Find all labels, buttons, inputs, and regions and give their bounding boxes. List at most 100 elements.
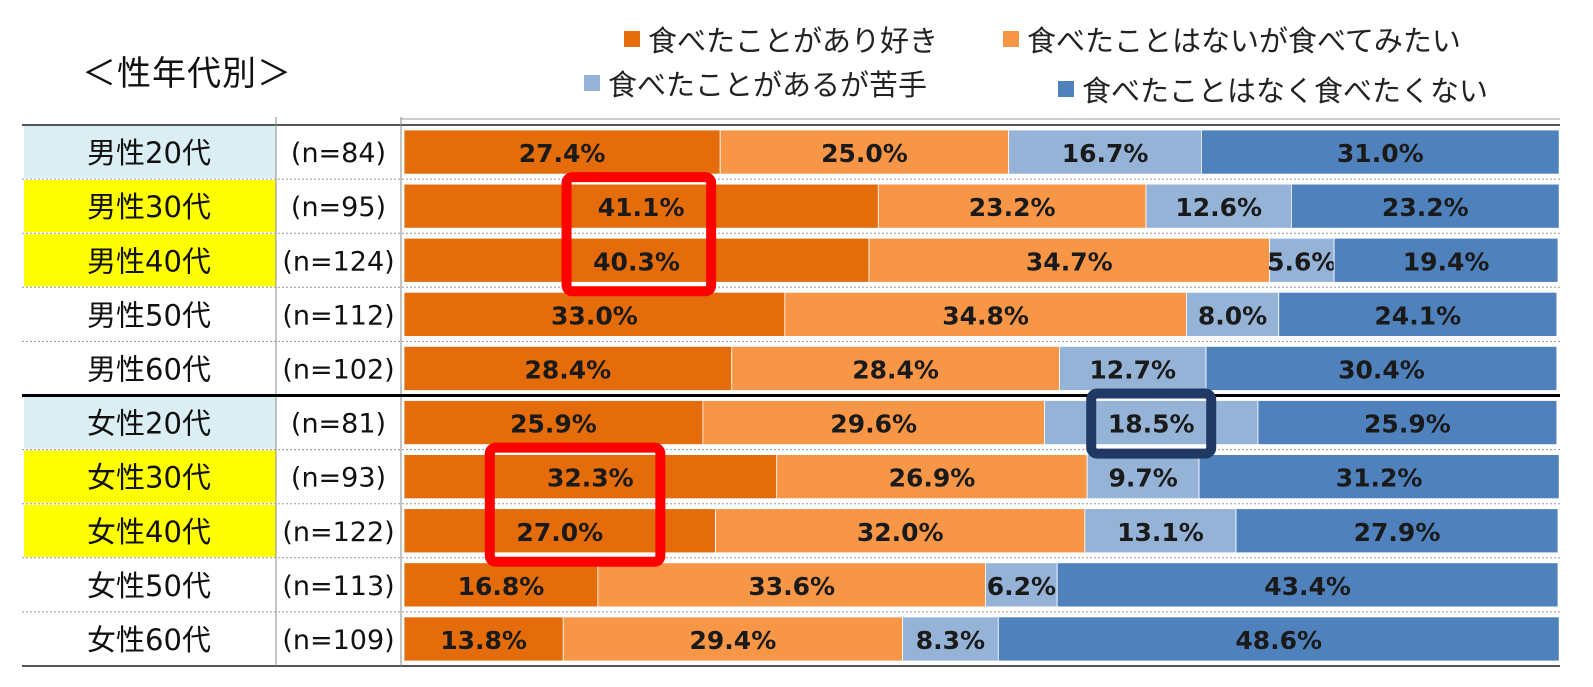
row-label: 男性40代 — [87, 244, 211, 278]
data-label: 27.0% — [516, 518, 603, 547]
row-label-bg — [24, 396, 276, 449]
legend-label: 食べたことはないが食べてみたい — [1027, 24, 1461, 58]
highlight-box — [484, 442, 666, 567]
row-sample-size: (n=102) — [282, 354, 394, 385]
bar-segment — [731, 345, 1060, 391]
bar-segment — [1059, 345, 1207, 391]
legend-swatch-icon — [584, 75, 600, 91]
data-label: 28.4% — [525, 355, 612, 384]
row-label-bg — [24, 180, 276, 233]
row-label-bg — [24, 342, 276, 395]
bar-segment — [902, 616, 999, 662]
legend-item-not-want: 食べたことはなく食べたくない — [1058, 68, 1488, 110]
data-label: 30.4% — [1338, 355, 1425, 384]
bar-segment — [1291, 183, 1560, 229]
legend-label: 食べたことがあるが苦手 — [608, 68, 928, 102]
data-label: 28.4% — [852, 355, 939, 384]
data-label: 13.8% — [440, 626, 527, 655]
data-label: 23.2% — [969, 193, 1056, 222]
data-label: 31.2% — [1336, 464, 1423, 493]
bar-segment — [403, 237, 870, 283]
row-sample-size: (n=124) — [282, 246, 394, 277]
bar-segment — [1008, 129, 1202, 175]
chart-title: ＜性年代別＞ — [82, 54, 292, 94]
data-label: 29.6% — [830, 410, 917, 439]
data-label: 23.2% — [1382, 193, 1469, 222]
bar-segment — [1086, 454, 1200, 500]
row-label: 女性20代 — [87, 407, 211, 441]
data-label: 8.0% — [1198, 301, 1267, 330]
data-label: 48.6% — [1235, 626, 1322, 655]
data-label: 33.0% — [551, 301, 638, 330]
data-label: 41.1% — [598, 193, 685, 222]
data-label: 12.7% — [1089, 355, 1176, 384]
row-label-bg — [24, 612, 276, 665]
bar-segment — [403, 400, 704, 445]
bar-segment — [403, 183, 879, 229]
legend-item-dislike: 食べたことがあるが苦手 — [584, 62, 927, 104]
data-label: 34.8% — [942, 301, 1029, 330]
bar-segment — [403, 129, 721, 175]
bar-segment — [403, 454, 778, 500]
data-label: 18.5% — [1108, 410, 1195, 439]
legend-swatch-icon — [1003, 31, 1019, 47]
data-label: 12.6% — [1175, 193, 1262, 222]
row-sample-size: (n=84) — [291, 138, 386, 169]
data-label: 34.7% — [1026, 247, 1113, 276]
bar-segment — [597, 562, 987, 608]
data-label: 5.6% — [1267, 247, 1336, 276]
bar-segment — [868, 237, 1270, 283]
data-label: 27.9% — [1354, 518, 1441, 547]
data-label: 33.6% — [748, 572, 835, 601]
row-label: 女性40代 — [87, 515, 211, 549]
data-label: 19.4% — [1403, 247, 1490, 276]
bar-segment — [1145, 183, 1292, 229]
legend-label: 食べたことがあり好き — [648, 24, 939, 58]
bar-segment — [403, 616, 564, 662]
row-sample-size: (n=113) — [282, 571, 394, 602]
bar-segment — [1201, 129, 1560, 175]
bar-segment — [702, 400, 1045, 445]
row-sample-size: (n=122) — [282, 517, 394, 548]
row-sample-size: (n=81) — [291, 409, 386, 440]
row-label: 女性50代 — [87, 569, 211, 603]
data-label: 25.0% — [821, 139, 908, 168]
legend: 食べたことがあり好き 食べたことはないが食べてみたい 食べたことがあるが苦手 食… — [0, 0, 1593, 110]
bar-segment — [715, 508, 1086, 554]
legend-swatch-icon — [1058, 81, 1074, 97]
data-label: 8.3% — [916, 626, 985, 655]
row-label-bg — [24, 450, 276, 503]
data-label: 40.3% — [593, 247, 680, 276]
row-label-bg — [24, 558, 276, 611]
data-label: 31.0% — [1337, 139, 1424, 168]
bar-segment — [1333, 237, 1559, 283]
data-label: 25.9% — [510, 410, 597, 439]
row-sample-size: (n=109) — [282, 625, 394, 656]
highlight-box — [1086, 388, 1217, 459]
row-label-bg — [24, 504, 276, 557]
data-label: 24.1% — [1374, 301, 1461, 330]
legend-swatch-icon — [624, 31, 640, 47]
row-label: 男性50代 — [87, 298, 211, 332]
row-label: 女性30代 — [87, 461, 211, 495]
row-sample-size: (n=112) — [282, 300, 394, 331]
data-label: 16.7% — [1062, 139, 1149, 168]
bar-segment — [1056, 562, 1559, 608]
row-label: 男性20代 — [87, 136, 211, 170]
data-label: 43.4% — [1264, 572, 1351, 601]
data-label: 13.1% — [1117, 518, 1204, 547]
bar-segment — [1278, 291, 1558, 337]
data-label: 16.8% — [458, 572, 545, 601]
highlight-box — [561, 172, 717, 297]
data-label: 32.3% — [547, 464, 634, 493]
row-label-bg — [24, 126, 276, 179]
bar-segment — [877, 183, 1147, 229]
bar-segment — [1198, 454, 1560, 500]
row-sample-size: (n=95) — [291, 192, 386, 223]
bar-segment — [1205, 345, 1558, 391]
bar-segment — [1186, 291, 1280, 337]
bar-segment — [1084, 508, 1237, 554]
bar-segment — [985, 562, 1058, 608]
data-label: 32.0% — [857, 518, 944, 547]
